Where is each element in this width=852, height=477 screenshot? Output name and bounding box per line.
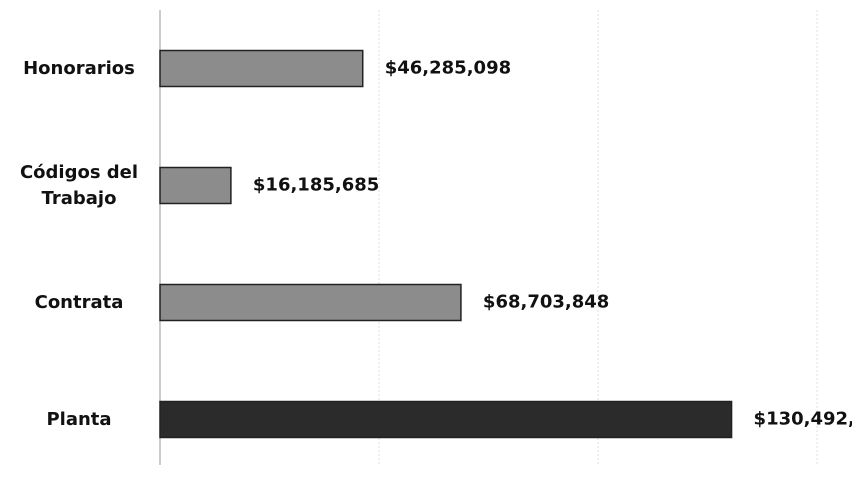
bar <box>159 49 364 88</box>
category-label: Contrata <box>34 291 124 313</box>
bar <box>159 400 733 439</box>
bar <box>159 283 462 322</box>
category-label: Honorarios <box>23 57 135 79</box>
category-label: Códigos del Trabajo <box>19 161 139 209</box>
value-label: $16,185,685 <box>253 175 379 196</box>
value-label: $130,492,543 <box>754 409 852 430</box>
value-label: $68,703,848 <box>483 292 609 313</box>
bar <box>159 166 232 205</box>
category-label: Planta <box>46 408 112 430</box>
value-label: $46,285,098 <box>385 58 511 79</box>
